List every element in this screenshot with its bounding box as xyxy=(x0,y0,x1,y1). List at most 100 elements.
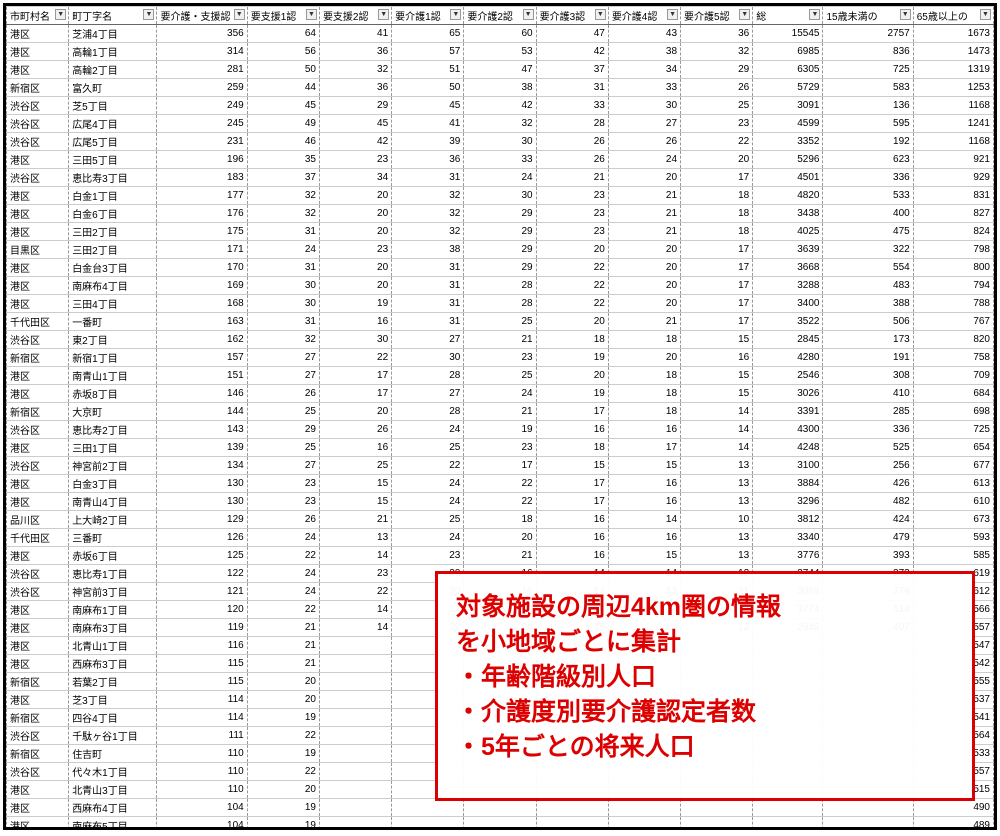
overlay-line-4: ・介護度別要介護認定者数 xyxy=(456,695,954,730)
table-row[interactable]: 港区三田1丁目139251625231817144248525654 xyxy=(7,439,994,457)
num-cell: 23 xyxy=(464,349,536,367)
table-row[interactable]: 港区白金6丁目176322032292321183438400827 xyxy=(7,205,994,223)
filter-dropdown-icon[interactable]: ▼ xyxy=(667,9,678,20)
table-row[interactable]: 港区赤坂8丁目146261727241918153026410684 xyxy=(7,385,994,403)
column-header-6[interactable]: 要介護2認▼ xyxy=(464,7,536,25)
text-cell: 港区 xyxy=(7,43,69,61)
table-row[interactable]: 新宿区新宿1丁目157272230231920164280191758 xyxy=(7,349,994,367)
num-cell: 15 xyxy=(681,331,753,349)
num-cell: 831 xyxy=(913,187,993,205)
text-cell: 渋谷区 xyxy=(7,457,69,475)
table-row[interactable]: 千代田区一番町163311631252021173522506767 xyxy=(7,313,994,331)
num-cell: 654 xyxy=(913,439,993,457)
table-row[interactable]: 千代田区三番町126241324201616133340479593 xyxy=(7,529,994,547)
num-cell: 130 xyxy=(157,493,247,511)
num-cell: 4025 xyxy=(753,223,823,241)
table-row[interactable]: 渋谷区神宮前2丁目134272522171515133100256677 xyxy=(7,457,994,475)
column-header-4[interactable]: 要支援2認▼ xyxy=(319,7,391,25)
column-header-9[interactable]: 要介護5認▼ xyxy=(681,7,753,25)
text-cell: 恵比寿3丁目 xyxy=(69,169,157,187)
num-cell: 20 xyxy=(608,349,680,367)
num-cell: 27 xyxy=(392,385,464,403)
num-cell: 24 xyxy=(247,529,319,547)
table-row[interactable]: 港区西麻布4丁目10419490 xyxy=(7,799,994,817)
filter-dropdown-icon[interactable]: ▼ xyxy=(306,9,317,20)
filter-dropdown-icon[interactable]: ▼ xyxy=(980,9,991,20)
num-cell: 28 xyxy=(392,403,464,421)
num-cell: 19 xyxy=(247,799,319,817)
table-row[interactable]: 港区高輪1丁目3145636575342383269858361473 xyxy=(7,43,994,61)
filter-dropdown-icon[interactable]: ▼ xyxy=(143,9,154,20)
table-row[interactable]: 港区南青山4丁目130231524221716133296482610 xyxy=(7,493,994,511)
filter-dropdown-icon[interactable]: ▼ xyxy=(55,9,66,20)
filter-dropdown-icon[interactable]: ▼ xyxy=(234,9,245,20)
table-row[interactable]: 港区三田2丁目175312032292321184025475824 xyxy=(7,223,994,241)
column-header-3[interactable]: 要支援1認▼ xyxy=(247,7,319,25)
column-header-2[interactable]: 要介護・支援認▼ xyxy=(157,7,247,25)
table-row[interactable]: 港区南青山1丁目151271728252018152546308709 xyxy=(7,367,994,385)
table-row[interactable]: 目黒区三田2丁目171242338292020173639322798 xyxy=(7,241,994,259)
num-cell: 17 xyxy=(681,241,753,259)
table-row[interactable]: 渋谷区恵比寿3丁目183373431242120174501336929 xyxy=(7,169,994,187)
table-row[interactable]: 港区三田5丁目196352336332624205296623921 xyxy=(7,151,994,169)
column-header-10[interactable]: 総▼ xyxy=(753,7,823,25)
table-row[interactable]: 新宿区富久町2594436503831332657295831253 xyxy=(7,79,994,97)
table-row[interactable]: 渋谷区芝5丁目2494529454233302530911361168 xyxy=(7,97,994,115)
num-cell: 27 xyxy=(247,457,319,475)
column-header-1[interactable]: 町丁字名▼ xyxy=(69,7,157,25)
column-header-7[interactable]: 要介護3認▼ xyxy=(536,7,608,25)
num-cell xyxy=(823,817,913,831)
table-row[interactable]: 新宿区大京町144252028211718143391285698 xyxy=(7,403,994,421)
num-cell: 525 xyxy=(823,439,913,457)
num-cell xyxy=(753,799,823,817)
table-row[interactable]: 港区南麻布4丁目169302031282220173288483794 xyxy=(7,277,994,295)
table-row[interactable]: 品川区上大崎2丁目129262125181614103812424673 xyxy=(7,511,994,529)
filter-dropdown-icon[interactable]: ▼ xyxy=(739,9,750,20)
table-row[interactable]: 港区白金3丁目130231524221716133884426613 xyxy=(7,475,994,493)
num-cell xyxy=(753,817,823,831)
table-row[interactable]: 港区高輪2丁目2815032514737342963057251319 xyxy=(7,61,994,79)
column-header-12[interactable]: 65歳以上の▼ xyxy=(913,7,993,25)
column-header-5[interactable]: 要介護1認▼ xyxy=(392,7,464,25)
num-cell: 16 xyxy=(608,421,680,439)
num-cell: 32 xyxy=(392,187,464,205)
table-row[interactable]: 港区白金1丁目177322032302321184820533831 xyxy=(7,187,994,205)
table-row[interactable]: 渋谷区恵比寿2丁目143292624191616144300336725 xyxy=(7,421,994,439)
table-row[interactable]: 渋谷区東2丁目162323027211818152845173820 xyxy=(7,331,994,349)
num-cell: 4280 xyxy=(753,349,823,367)
num-cell: 18 xyxy=(608,403,680,421)
text-cell: 港区 xyxy=(7,601,69,619)
text-cell: 港区 xyxy=(7,61,69,79)
filter-dropdown-icon[interactable]: ▼ xyxy=(523,9,534,20)
num-cell: 104 xyxy=(157,799,247,817)
text-cell: 港区 xyxy=(7,25,69,43)
filter-dropdown-icon[interactable]: ▼ xyxy=(809,9,820,20)
table-row[interactable]: 渋谷区広尾5丁目2314642393026262233521921168 xyxy=(7,133,994,151)
filter-dropdown-icon[interactable]: ▼ xyxy=(378,9,389,20)
table-row[interactable]: 港区芝浦4丁目356644165604743361554527571673 xyxy=(7,25,994,43)
text-cell: 目黒区 xyxy=(7,241,69,259)
filter-dropdown-icon[interactable]: ▼ xyxy=(900,9,911,20)
table-row[interactable]: 港区南麻布5丁目10419489 xyxy=(7,817,994,831)
num-cell: 426 xyxy=(823,475,913,493)
num-cell: 19 xyxy=(536,349,608,367)
num-cell: 20 xyxy=(319,277,391,295)
num-cell: 120 xyxy=(157,601,247,619)
column-header-8[interactable]: 要介護4認▼ xyxy=(608,7,680,25)
table-row[interactable]: 港区赤坂6丁目125221423211615133776393585 xyxy=(7,547,994,565)
table-row[interactable]: 港区白金台3丁目170312031292220173668554800 xyxy=(7,259,994,277)
table-row[interactable]: 渋谷区広尾4丁目2454945413228272345995951241 xyxy=(7,115,994,133)
table-row[interactable]: 港区三田4丁目168301931282220173400388788 xyxy=(7,295,994,313)
text-cell: 三田2丁目 xyxy=(69,241,157,259)
column-header-11[interactable]: 15歳未満の▼ xyxy=(823,7,913,25)
num-cell: 3391 xyxy=(753,403,823,421)
num-cell: 53 xyxy=(464,43,536,61)
header-row: 市町村名▼町丁字名▼要介護・支援認▼要支援1認▼要支援2認▼要介護1認▼要介護2… xyxy=(7,7,994,25)
num-cell: 824 xyxy=(913,223,993,241)
num-cell: 50 xyxy=(247,61,319,79)
num-cell: 20 xyxy=(319,259,391,277)
num-cell: 20 xyxy=(536,367,608,385)
column-header-0[interactable]: 市町村名▼ xyxy=(7,7,69,25)
filter-dropdown-icon[interactable]: ▼ xyxy=(450,9,461,20)
filter-dropdown-icon[interactable]: ▼ xyxy=(595,9,606,20)
